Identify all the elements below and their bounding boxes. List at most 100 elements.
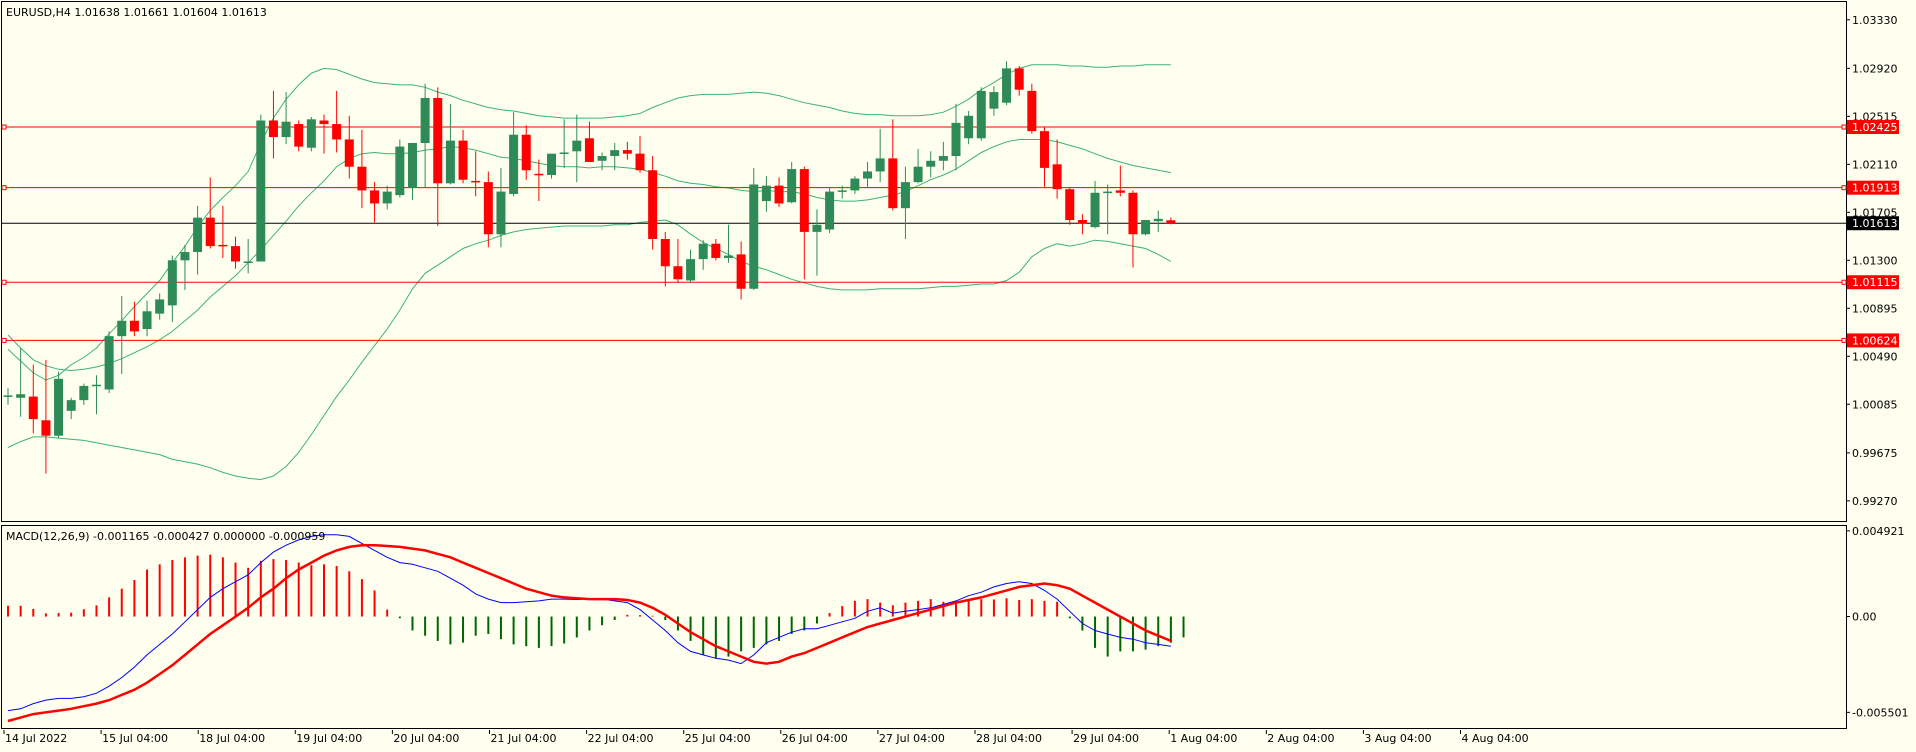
- time-tick-label: 29 Jul 04:00: [1073, 732, 1139, 745]
- candle: [445, 103, 455, 185]
- candle-body: [382, 191, 392, 204]
- candle-body: [420, 97, 430, 144]
- macd-tick-label: 0.00: [1852, 611, 1877, 624]
- candle: [1090, 180, 1100, 229]
- candle-body: [787, 169, 797, 203]
- time-tick-label: 14 Jul 2022: [5, 732, 67, 745]
- candle: [610, 143, 620, 171]
- candle: [332, 90, 342, 153]
- candle: [736, 241, 746, 300]
- candle: [407, 143, 417, 200]
- level-price-label: 1.02425: [1852, 121, 1898, 134]
- level-handle-left[interactable]: [1, 337, 7, 343]
- level-price-label: 1.01913: [1852, 182, 1898, 195]
- candle-body: [319, 120, 329, 125]
- candle: [761, 176, 771, 212]
- candle: [382, 185, 392, 210]
- bollinger-middle-line: [7, 139, 1171, 372]
- level-handle-right[interactable]: [1841, 337, 1847, 343]
- candle: [167, 255, 177, 322]
- candle-body: [850, 178, 860, 191]
- candle: [496, 167, 506, 248]
- candle-body: [1077, 220, 1087, 224]
- candle-body: [938, 156, 948, 161]
- candle-body: [445, 140, 455, 184]
- candle: [1141, 220, 1151, 236]
- bollinger-lower-line: [7, 219, 1172, 481]
- candle: [3, 388, 13, 405]
- candle: [104, 331, 114, 394]
- candle-body: [344, 139, 354, 167]
- candle-body: [660, 238, 670, 267]
- candle: [799, 166, 809, 280]
- time-tick-label: 21 Jul 04:00: [491, 732, 557, 745]
- candle-body: [648, 170, 658, 239]
- candle-body: [1153, 218, 1163, 222]
- candle-body: [1052, 164, 1062, 190]
- candle-body: [433, 97, 443, 184]
- level-price-label: 1.01115: [1852, 276, 1898, 289]
- candle: [357, 129, 367, 209]
- candle: [787, 161, 797, 204]
- candle-body: [407, 143, 417, 189]
- level-handle-right[interactable]: [1841, 185, 1847, 191]
- candle-body: [104, 336, 114, 390]
- candle-body: [483, 182, 493, 235]
- candle: [180, 244, 190, 290]
- time-tick-label: 22 Jul 04:00: [588, 732, 654, 745]
- candle: [951, 103, 961, 171]
- candlesticks: [3, 61, 1176, 474]
- macd-title: MACD(12,26,9) -0.001165 -0.000427 0.0000…: [6, 530, 325, 543]
- candle: [41, 359, 51, 474]
- candle-body: [1090, 192, 1100, 228]
- candle-body: [155, 299, 165, 314]
- candle: [572, 114, 582, 183]
- level-handle-left[interactable]: [1, 185, 7, 191]
- candle: [964, 111, 974, 145]
- candle-body: [1002, 68, 1012, 103]
- candle-body: [471, 180, 481, 183]
- candle: [774, 177, 784, 207]
- candle-body: [205, 217, 215, 247]
- candle-body: [900, 182, 910, 209]
- candle-body: [1065, 189, 1075, 221]
- candle-body: [1128, 192, 1138, 235]
- candle-body: [16, 394, 26, 398]
- candle-body: [256, 120, 266, 262]
- level-handle-left[interactable]: [1, 279, 7, 285]
- candle: [117, 295, 127, 375]
- candle: [812, 209, 822, 276]
- candle: [1002, 61, 1012, 106]
- candle: [66, 397, 76, 420]
- candle: [370, 182, 380, 223]
- candle: [534, 159, 544, 202]
- level-handle-right[interactable]: [1841, 124, 1847, 130]
- price-tick-label: 1.02920: [1852, 62, 1898, 75]
- level-handle-right[interactable]: [1841, 279, 1847, 285]
- candle-body: [812, 224, 822, 232]
- candle: [913, 148, 923, 184]
- candle-body: [673, 266, 683, 280]
- level-price-tag: [1847, 180, 1899, 195]
- candle-body: [79, 385, 89, 401]
- candle: [483, 171, 493, 248]
- candle-body: [597, 156, 607, 161]
- candle: [597, 152, 607, 171]
- time-tick-label: 28 Jul 04:00: [976, 732, 1042, 745]
- chart-title: EURUSD,H4 1.01638 1.01661 1.01604 1.0161…: [6, 6, 267, 19]
- candle-body: [54, 378, 64, 436]
- candle: [926, 151, 936, 178]
- level-handle-left[interactable]: [1, 124, 7, 130]
- candle-body: [964, 115, 974, 139]
- candle-body: [1166, 220, 1176, 224]
- candle: [155, 293, 165, 320]
- candle: [281, 92, 291, 145]
- candle-body: [243, 261, 253, 263]
- candle: [231, 236, 241, 269]
- candle: [54, 371, 64, 439]
- candle-body: [686, 259, 696, 281]
- candle: [521, 125, 531, 180]
- candle: [395, 139, 405, 198]
